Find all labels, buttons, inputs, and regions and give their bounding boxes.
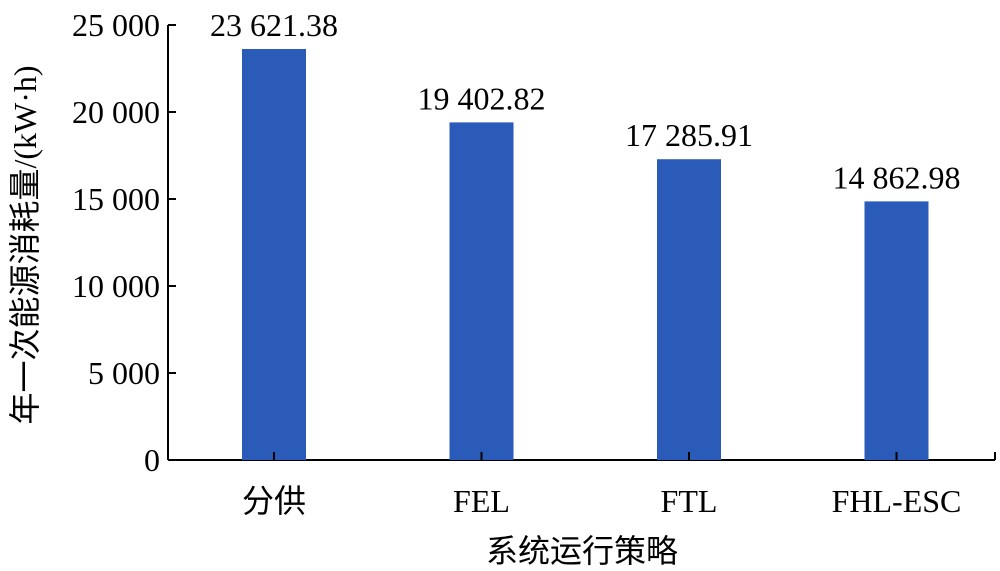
y-tick-label: 20 000: [72, 94, 160, 130]
bar-value-label: 14 862.98: [833, 159, 961, 195]
x-category-label: FEL: [453, 483, 510, 519]
y-tick-label: 15 000: [72, 181, 160, 217]
bar: [242, 48, 306, 461]
bar: [449, 122, 514, 460]
y-tick-label: 0: [144, 442, 160, 478]
data-labels: 23 621.38 19 402.82 17 285.91 14 862.98: [210, 7, 961, 195]
y-ticks: 0 5 000 10 000 15 000 20 000 25 000: [72, 7, 176, 478]
bar-value-label: 23 621.38: [210, 7, 338, 43]
bar: [657, 159, 721, 460]
bar-value-label: 19 402.82: [418, 80, 546, 116]
bar-value-label: 17 285.91: [625, 117, 753, 153]
y-tick-label: 10 000: [72, 268, 160, 304]
y-tick-label: 25 000: [72, 7, 160, 43]
y-axis-title: 年一次能源消耗量/(kW·h): [7, 65, 43, 424]
y-tick-label: 5 000: [88, 355, 160, 391]
x-category-label: FHL-ESC: [832, 483, 962, 519]
x-category-labels: 分供 FEL FTL FHL-ESC: [242, 452, 996, 519]
x-category-label: 分供: [242, 483, 306, 519]
bar: [864, 201, 929, 460]
x-axis-title: 系统运行策略: [486, 533, 678, 569]
x-category-label: FTL: [661, 483, 718, 519]
bars: [242, 48, 929, 461]
